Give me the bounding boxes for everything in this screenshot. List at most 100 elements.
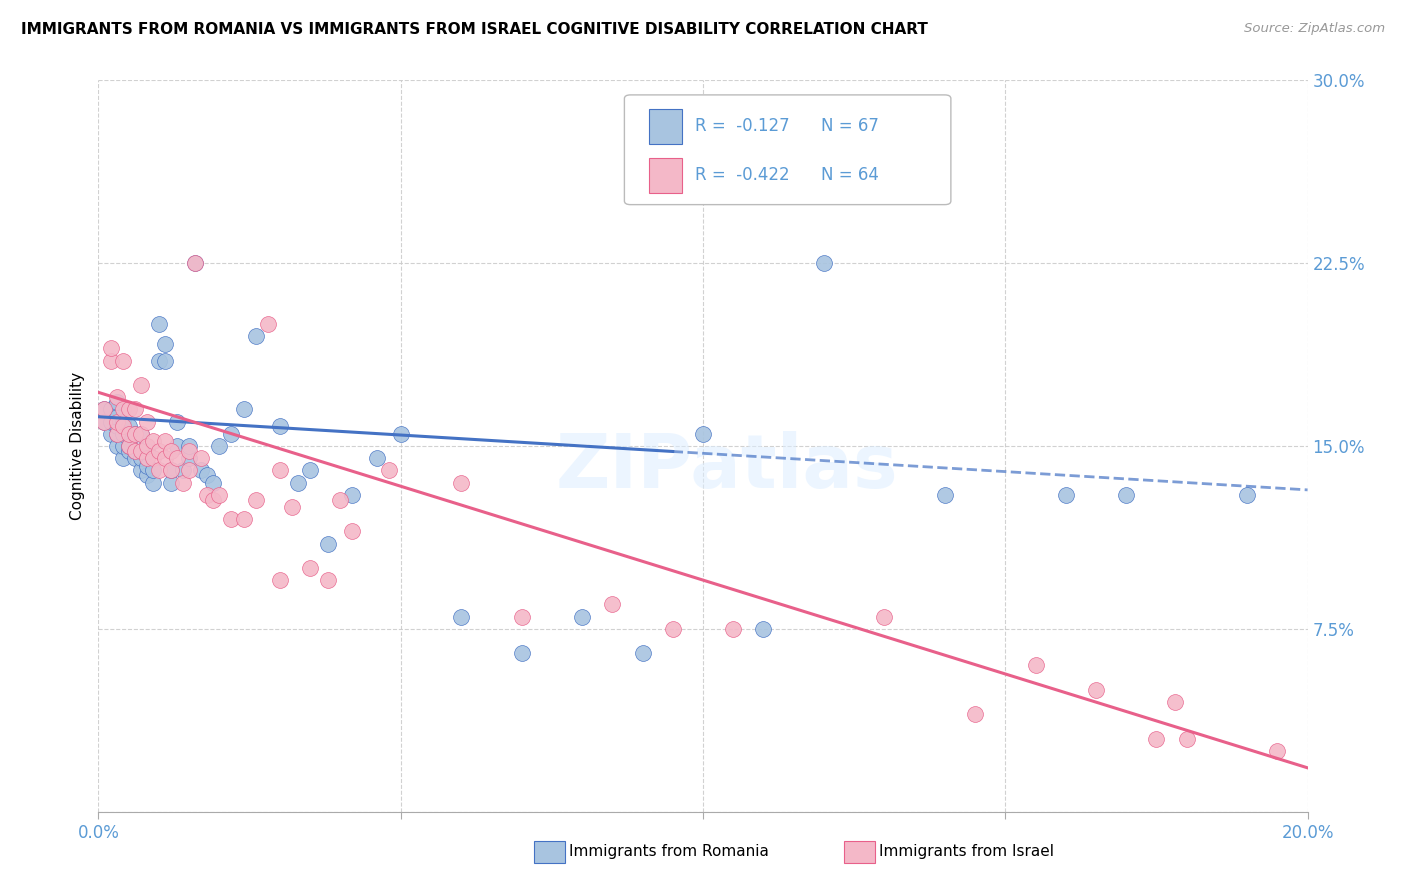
Point [269, 419, 291, 434]
Point [184, 256, 207, 270]
Point [245, 329, 267, 343]
Point [752, 622, 775, 636]
Point [100, 353, 122, 368]
Point [135, 439, 157, 453]
Point [153, 451, 176, 466]
Point [111, 402, 134, 417]
Text: ZIPatlas: ZIPatlas [555, 432, 898, 505]
Point [153, 353, 176, 368]
Point [232, 402, 254, 417]
Point [389, 426, 412, 441]
Text: R =  -0.422: R = -0.422 [695, 167, 789, 185]
Point [1267, 744, 1289, 758]
Point [105, 415, 128, 429]
Point [1236, 488, 1258, 502]
Point [184, 256, 207, 270]
Point [105, 409, 128, 424]
Point [510, 609, 533, 624]
Point [1085, 682, 1108, 697]
Point [661, 622, 683, 636]
Point [124, 426, 146, 441]
Point [450, 609, 472, 624]
Point [100, 426, 122, 441]
Point [195, 468, 218, 483]
Point [135, 468, 157, 483]
Point [329, 492, 352, 507]
Point [342, 524, 364, 539]
Point [1115, 488, 1137, 502]
Point [287, 475, 309, 490]
Point [873, 609, 896, 624]
Point [124, 426, 146, 441]
Point [135, 458, 157, 473]
Point [1144, 731, 1167, 746]
Point [118, 419, 141, 434]
Point [118, 402, 141, 417]
Point [208, 439, 231, 453]
Point [1024, 658, 1046, 673]
Point [129, 451, 152, 466]
Point [148, 443, 170, 458]
Y-axis label: Cognitive Disability: Cognitive Disability [69, 372, 84, 520]
Point [111, 353, 134, 368]
Point [813, 256, 835, 270]
Point [129, 443, 152, 458]
Point [153, 336, 176, 351]
Text: Immigrants from Romania: Immigrants from Romania [569, 845, 769, 859]
Point [202, 492, 225, 507]
Point [148, 463, 170, 477]
Point [190, 451, 212, 466]
Point [105, 439, 128, 453]
Point [142, 451, 165, 466]
Text: N = 64: N = 64 [821, 167, 879, 185]
Point [450, 475, 472, 490]
Point [93, 402, 115, 417]
Point [93, 402, 115, 417]
Point [100, 402, 122, 417]
Point [179, 463, 201, 477]
Point [135, 451, 157, 466]
Point [129, 463, 152, 477]
Point [510, 646, 533, 660]
Point [316, 573, 339, 587]
Point [118, 443, 141, 458]
Point [148, 317, 170, 331]
Point [195, 488, 218, 502]
Point [111, 419, 134, 434]
Point [129, 378, 152, 392]
Point [269, 463, 291, 477]
Point [129, 426, 152, 441]
Point [1175, 731, 1198, 746]
Point [692, 426, 714, 441]
Point [105, 426, 128, 441]
Point [142, 475, 165, 490]
Point [100, 342, 122, 356]
Point [160, 443, 183, 458]
Point [111, 415, 134, 429]
Point [602, 598, 624, 612]
Point [179, 443, 201, 458]
Point [93, 415, 115, 429]
Point [142, 463, 165, 477]
Point [190, 463, 212, 477]
Point [118, 426, 141, 441]
Point [245, 492, 267, 507]
Point [208, 488, 231, 502]
Point [1163, 695, 1185, 709]
Point [124, 443, 146, 458]
Point [118, 439, 141, 453]
Point [1054, 488, 1077, 502]
Point [342, 488, 364, 502]
Point [221, 426, 243, 441]
Point [124, 443, 146, 458]
Point [148, 353, 170, 368]
Point [179, 451, 201, 466]
Point [135, 415, 157, 429]
Point [723, 622, 745, 636]
Point [118, 426, 141, 441]
Point [965, 707, 987, 722]
Point [166, 439, 188, 453]
Point [100, 415, 122, 429]
Point [179, 439, 201, 453]
Point [631, 646, 654, 660]
